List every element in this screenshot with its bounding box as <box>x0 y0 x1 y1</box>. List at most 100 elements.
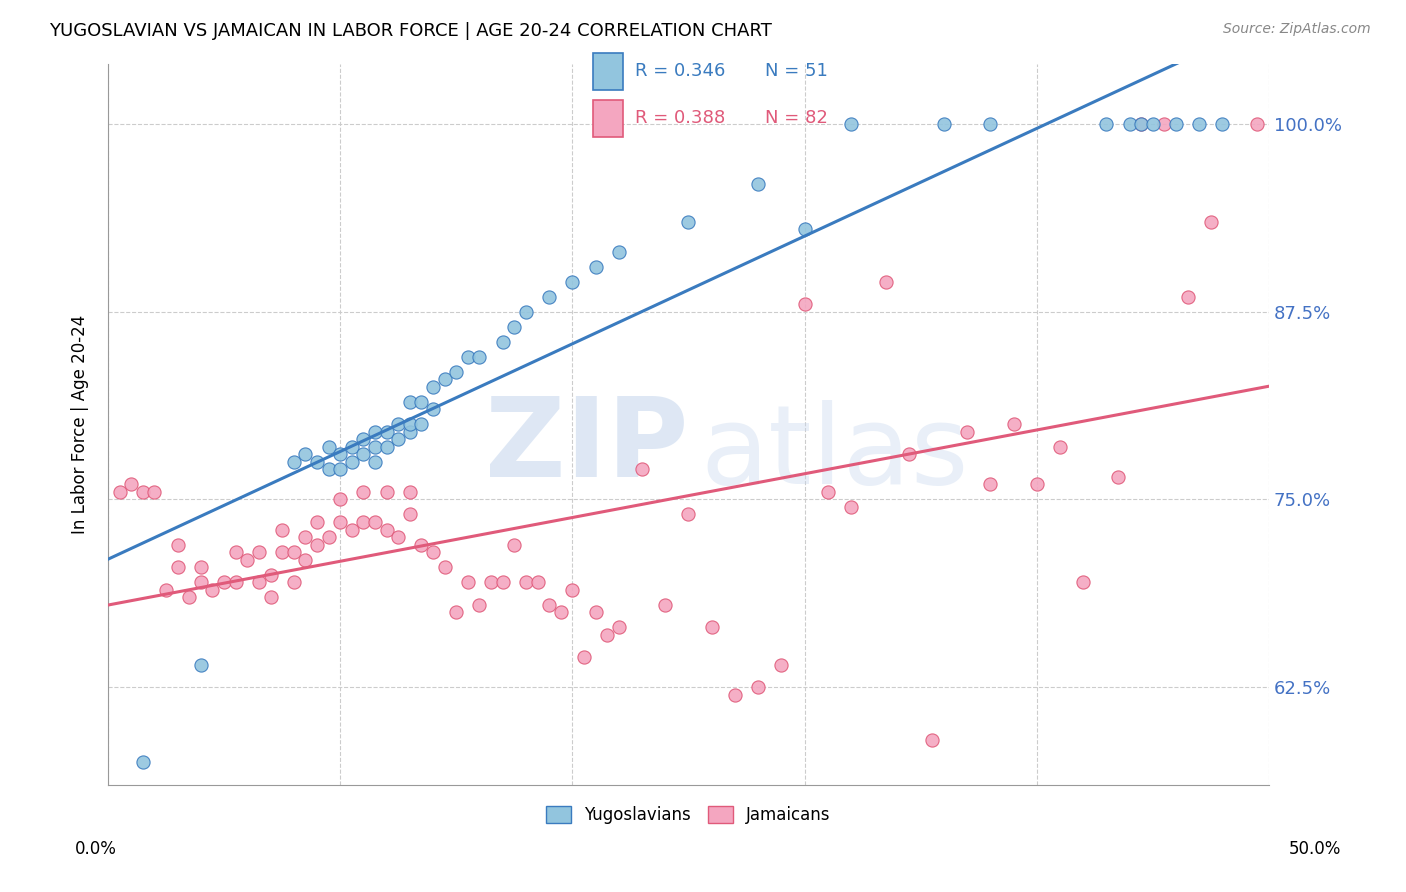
Point <box>585 605 607 619</box>
Point <box>956 425 979 439</box>
Point <box>190 575 212 590</box>
FancyBboxPatch shape <box>592 100 623 137</box>
Point <box>979 477 1001 491</box>
Point <box>398 508 420 522</box>
Point <box>190 657 212 672</box>
Point <box>1246 117 1268 131</box>
Point <box>724 688 747 702</box>
Point <box>538 290 561 304</box>
Point <box>155 582 177 597</box>
Legend: Yugoslavians, Jamaicans: Yugoslavians, Jamaicans <box>540 799 838 830</box>
Point <box>329 492 352 507</box>
Point <box>340 440 363 454</box>
Point <box>132 485 155 500</box>
Point <box>1130 117 1153 131</box>
Point <box>259 590 281 604</box>
Point <box>678 215 700 229</box>
Point <box>492 575 515 590</box>
Text: R = 0.388: R = 0.388 <box>636 110 725 128</box>
Point <box>1130 117 1153 131</box>
Point <box>607 244 630 259</box>
Point <box>329 447 352 461</box>
Point <box>1211 117 1233 131</box>
Point <box>654 598 676 612</box>
Point <box>457 575 479 590</box>
Point <box>318 462 340 476</box>
FancyBboxPatch shape <box>592 53 623 90</box>
Point <box>1199 215 1222 229</box>
Point <box>294 530 316 544</box>
Point <box>143 485 166 500</box>
Point <box>468 598 491 612</box>
Point <box>422 545 444 559</box>
Point <box>352 485 374 500</box>
Point <box>446 605 468 619</box>
Point <box>411 417 433 432</box>
Point <box>294 552 316 566</box>
Point <box>561 582 583 597</box>
Point <box>1164 117 1187 131</box>
Point <box>340 455 363 469</box>
Point <box>515 575 537 590</box>
Point <box>305 455 328 469</box>
Point <box>294 447 316 461</box>
Text: R = 0.346: R = 0.346 <box>636 62 725 80</box>
Text: YUGOSLAVIAN VS JAMAICAN IN LABOR FORCE | AGE 20-24 CORRELATION CHART: YUGOSLAVIAN VS JAMAICAN IN LABOR FORCE |… <box>49 22 772 40</box>
Point <box>305 515 328 529</box>
Point <box>364 515 387 529</box>
Point <box>1142 117 1164 131</box>
Point <box>364 425 387 439</box>
Point <box>329 515 352 529</box>
Point <box>398 417 420 432</box>
Point <box>305 537 328 551</box>
Point <box>422 402 444 417</box>
Point <box>120 477 142 491</box>
Text: 50.0%: 50.0% <box>1288 840 1341 858</box>
Point <box>422 380 444 394</box>
Point <box>398 485 420 500</box>
Point <box>247 545 270 559</box>
Point <box>607 620 630 634</box>
Point <box>329 462 352 476</box>
Point <box>921 732 943 747</box>
Point <box>271 523 294 537</box>
Point <box>201 582 224 597</box>
Text: 0.0%: 0.0% <box>75 840 117 858</box>
Point <box>433 560 456 574</box>
Point <box>446 365 468 379</box>
Point <box>259 567 281 582</box>
Y-axis label: In Labor Force | Age 20-24: In Labor Force | Age 20-24 <box>72 315 89 534</box>
Point <box>225 575 247 590</box>
Point <box>318 530 340 544</box>
Point <box>166 537 188 551</box>
Point <box>538 598 561 612</box>
Point <box>898 447 921 461</box>
Point <box>375 440 398 454</box>
Point <box>318 440 340 454</box>
Point <box>596 627 619 641</box>
Point <box>526 575 548 590</box>
Point <box>1049 440 1071 454</box>
Point <box>433 372 456 386</box>
Point <box>678 508 700 522</box>
Point <box>352 447 374 461</box>
Point <box>1118 117 1140 131</box>
Point <box>839 117 862 131</box>
Point <box>236 552 259 566</box>
Point <box>1002 417 1025 432</box>
Point <box>572 650 595 665</box>
Text: Source: ZipAtlas.com: Source: ZipAtlas.com <box>1223 22 1371 37</box>
Point <box>271 545 294 559</box>
Point <box>550 605 572 619</box>
Text: N = 51: N = 51 <box>765 62 828 80</box>
Point <box>932 117 955 131</box>
Point <box>283 545 305 559</box>
Point <box>747 177 769 191</box>
Point <box>979 117 1001 131</box>
Point <box>492 334 515 349</box>
Point <box>190 560 212 574</box>
Point <box>387 433 409 447</box>
Point <box>166 560 188 574</box>
Point <box>631 462 654 476</box>
Point <box>352 433 374 447</box>
